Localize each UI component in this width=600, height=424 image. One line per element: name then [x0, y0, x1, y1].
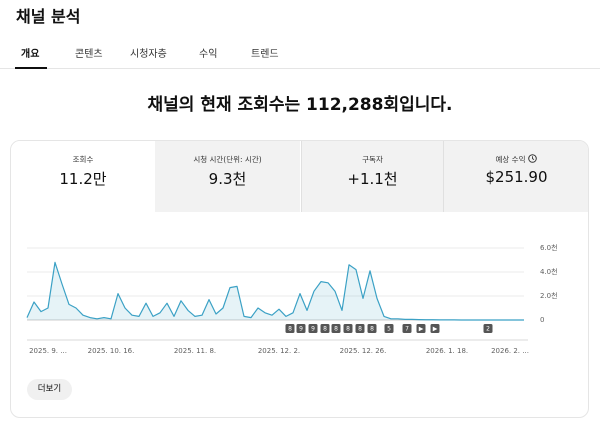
metric-label: 구독자	[362, 155, 383, 164]
video-marker-label: ▶	[433, 326, 438, 333]
metric-card[interactable]: 시청 시간(단위: 시간) 9.3천	[155, 141, 300, 212]
video-marker[interactable]: ▶	[430, 324, 440, 333]
video-marker[interactable]: 9	[308, 324, 318, 333]
video-marker-label: 5	[387, 326, 391, 333]
metric-label: 예상 수익	[444, 154, 588, 165]
video-marker-box	[331, 324, 341, 333]
video-marker-label: 8	[346, 326, 350, 333]
tab-indicator	[15, 67, 47, 69]
video-marker[interactable]: 9	[296, 324, 306, 333]
video-marker[interactable]: 8	[343, 324, 353, 333]
metric-value: 9.3천	[208, 170, 247, 188]
y-tick-label: 6.0천	[540, 243, 558, 252]
video-marker[interactable]: 8	[285, 324, 295, 333]
video-marker[interactable]: 8	[367, 324, 377, 333]
video-marker-box	[320, 324, 330, 333]
tab[interactable]: 트렌드	[251, 49, 279, 60]
metric-card[interactable]: 조회수 11.2만	[11, 141, 155, 212]
tab[interactable]: 개요	[21, 49, 40, 60]
y-tick-label: 0	[540, 316, 544, 324]
x-tick-label: 2026. 1. 18.	[426, 347, 468, 355]
video-marker-label: 8	[358, 326, 362, 333]
video-marker-box	[343, 324, 353, 333]
video-marker-label: 9	[311, 326, 315, 333]
video-marker[interactable]: 8	[320, 324, 330, 333]
panel: 조회수 11.2만 시청 시간(단위: 시간) 9.3천 구독자 +1.1천 예…	[10, 140, 589, 418]
metric-label: 조회수	[72, 155, 94, 164]
video-marker-box	[285, 324, 295, 333]
clock-icon	[528, 154, 538, 163]
video-marker[interactable]: 8	[355, 324, 365, 333]
more-button[interactable]: 더보기	[27, 379, 72, 400]
video-marker-box	[483, 324, 493, 333]
video-marker-label: 9	[299, 326, 303, 333]
tab[interactable]: 수익	[199, 49, 218, 60]
video-marker-label: ▶	[419, 326, 424, 333]
video-marker-label: 8	[288, 326, 292, 333]
metric-value: +1.1천	[347, 170, 398, 188]
video-marker[interactable]: 7	[402, 324, 412, 333]
y-tick-label: 4.0천	[540, 267, 558, 276]
video-marker-box	[384, 324, 394, 333]
page-title: 채널 분석	[16, 7, 81, 26]
video-marker[interactable]: 2	[483, 324, 493, 333]
x-tick-label: 2025. 12. 26.	[340, 347, 387, 355]
divider	[0, 68, 600, 69]
video-marker-label: 8	[323, 326, 327, 333]
video-marker-box	[430, 324, 440, 333]
video-marker-label: 2	[486, 326, 490, 333]
x-tick-label: 2025. 10. 16.	[88, 347, 135, 355]
video-marker[interactable]: 8	[331, 324, 341, 333]
line	[26, 261, 524, 321]
headline: 채널의 현재 조회수는 112,288회입니다.	[147, 95, 453, 115]
y-tick-label: 2.0천	[540, 291, 558, 300]
video-marker-box	[416, 324, 426, 333]
video-marker-box	[308, 324, 318, 333]
tab[interactable]: 콘텐츠	[75, 49, 103, 60]
metric-card[interactable]: 예상 수익 $251.90	[443, 141, 588, 212]
metric-card[interactable]: 구독자 +1.1천	[301, 141, 443, 212]
video-marker-box	[402, 324, 412, 333]
video-marker[interactable]: ▶	[416, 324, 426, 333]
tab[interactable]: 시청자층	[130, 49, 167, 60]
metric-label-text: 예상 수익	[495, 155, 526, 164]
area	[27, 262, 524, 320]
video-marker-label: 8	[370, 326, 374, 333]
metric-label: 시청 시간(단위: 시간)	[193, 155, 262, 164]
x-tick-label: 2025. 12. 2.	[258, 347, 300, 355]
video-marker-label: 7	[405, 326, 409, 333]
video-marker-box	[296, 324, 306, 333]
x-tick-label: 2025. 11. 8.	[174, 347, 216, 355]
video-marker-box	[367, 324, 377, 333]
video-marker[interactable]: 5	[384, 324, 394, 333]
x-tick-label: 2025. 9. ...	[29, 347, 67, 355]
metric-value: $251.90	[485, 168, 548, 186]
x-tick-label: 2026. 2. ...	[491, 347, 529, 355]
video-marker-label: 8	[334, 326, 338, 333]
video-marker-box	[355, 324, 365, 333]
metric-value: 11.2만	[59, 170, 107, 188]
